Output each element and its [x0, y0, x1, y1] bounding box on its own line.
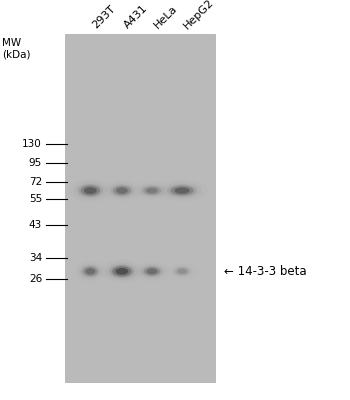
Ellipse shape	[134, 261, 170, 281]
Ellipse shape	[132, 181, 172, 200]
Text: 26: 26	[29, 274, 42, 284]
Ellipse shape	[143, 186, 161, 195]
Ellipse shape	[156, 180, 208, 201]
Ellipse shape	[84, 187, 97, 194]
Ellipse shape	[116, 268, 128, 275]
Text: 95: 95	[29, 158, 42, 168]
Ellipse shape	[113, 186, 131, 196]
Ellipse shape	[74, 261, 107, 282]
Text: 130: 130	[22, 139, 42, 149]
Ellipse shape	[166, 262, 199, 280]
Text: MW
(kDa): MW (kDa)	[2, 38, 30, 60]
Text: 293T: 293T	[90, 4, 117, 31]
Ellipse shape	[110, 184, 134, 197]
Ellipse shape	[167, 184, 197, 197]
Ellipse shape	[177, 269, 187, 274]
Ellipse shape	[100, 260, 144, 283]
Ellipse shape	[144, 267, 160, 276]
Ellipse shape	[78, 184, 103, 197]
Ellipse shape	[74, 182, 107, 200]
Text: A431: A431	[122, 3, 149, 31]
Ellipse shape	[69, 179, 112, 202]
Text: 43: 43	[29, 220, 42, 230]
Text: 72: 72	[29, 177, 42, 187]
Text: HeLa: HeLa	[152, 4, 179, 31]
FancyBboxPatch shape	[65, 34, 215, 382]
Ellipse shape	[141, 266, 163, 277]
Ellipse shape	[102, 180, 142, 201]
Ellipse shape	[170, 186, 194, 196]
Ellipse shape	[147, 268, 158, 274]
Text: HepG2: HepG2	[182, 0, 216, 31]
Ellipse shape	[169, 264, 195, 278]
Ellipse shape	[162, 182, 202, 199]
Ellipse shape	[172, 266, 192, 277]
Text: 55: 55	[29, 194, 42, 204]
Ellipse shape	[107, 182, 137, 199]
Ellipse shape	[146, 188, 158, 194]
Ellipse shape	[175, 267, 190, 276]
Ellipse shape	[83, 266, 98, 276]
Ellipse shape	[112, 266, 132, 276]
Ellipse shape	[105, 262, 139, 280]
Ellipse shape	[80, 185, 100, 196]
Ellipse shape	[140, 185, 164, 196]
Ellipse shape	[85, 268, 95, 274]
Ellipse shape	[80, 265, 100, 278]
Ellipse shape	[175, 188, 190, 194]
Ellipse shape	[109, 264, 135, 278]
Ellipse shape	[116, 188, 128, 194]
Text: 34: 34	[29, 254, 42, 264]
Text: ← 14-3-3 beta: ← 14-3-3 beta	[224, 265, 307, 278]
Ellipse shape	[137, 183, 167, 198]
Ellipse shape	[138, 264, 166, 279]
Ellipse shape	[78, 263, 103, 280]
